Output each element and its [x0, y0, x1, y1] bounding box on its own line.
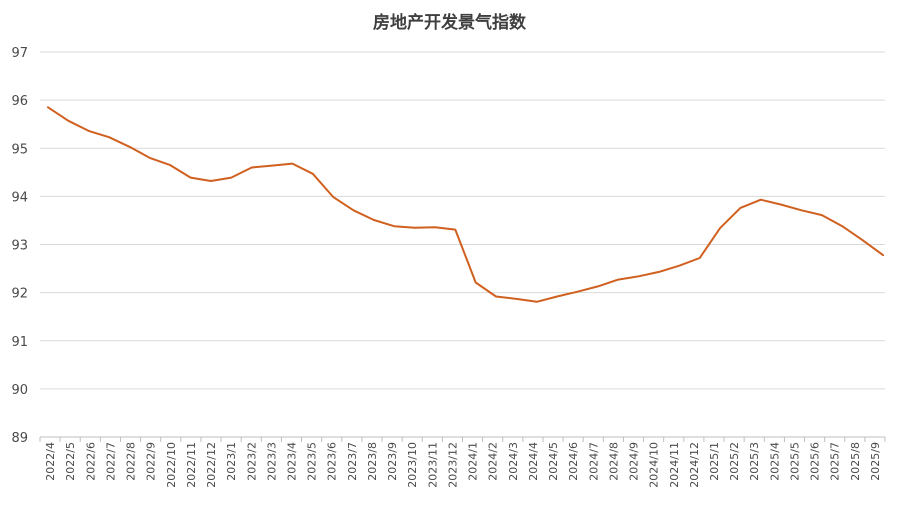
x-tick-label: 2023/11 [426, 442, 439, 488]
x-tick-label: 2023/9 [386, 442, 399, 481]
y-tick-label: 96 [11, 94, 28, 109]
x-tick-label: 2024/5 [547, 442, 560, 481]
x-tick-label: 2024/7 [587, 442, 600, 481]
x-tick-label: 2024/10 [648, 442, 661, 488]
x-tick-label: 2025/5 [788, 442, 801, 481]
chart-title: 房地产开发景气指数 [373, 13, 526, 33]
x-tick-label: 2025/4 [768, 442, 781, 481]
y-tick-label: 95 [11, 142, 28, 157]
y-tick-label: 97 [11, 46, 28, 61]
x-tick-label: 2024/2 [487, 442, 500, 481]
x-tick-label: 2023/4 [285, 442, 298, 481]
x-tick-label: 2023/1 [225, 442, 238, 481]
axes [39, 436, 886, 442]
y-tick-label: 91 [11, 335, 28, 350]
x-tick-label: 2023/5 [306, 442, 319, 481]
y-tick-label: 92 [11, 287, 28, 302]
x-tick-label: 2025/9 [869, 442, 882, 481]
x-tick-label: 2022/12 [205, 442, 218, 488]
x-tick-label: 2023/7 [346, 442, 359, 481]
x-tick-label: 2023/10 [406, 442, 419, 488]
x-tick-label: 2024/3 [507, 442, 520, 481]
x-tick-label: 2023/6 [326, 442, 339, 481]
series-layer [47, 106, 884, 303]
x-tick-label: 2025/3 [748, 442, 761, 481]
y-tick-label: 89 [11, 431, 28, 446]
x-tick-label: 2022/7 [104, 442, 117, 481]
x-tick-label: 2022/8 [125, 442, 138, 481]
y-tick-label: 90 [11, 383, 28, 398]
x-tick-label: 2022/5 [64, 442, 77, 481]
x-tick-label: 2024/8 [607, 442, 620, 481]
x-tick-label: 2022/4 [44, 442, 57, 481]
x-tick-label: 2024/4 [527, 442, 540, 481]
x-tick-label: 2025/7 [829, 442, 842, 481]
x-tick-label: 2023/12 [446, 442, 459, 488]
x-tick-label: 2022/9 [145, 442, 158, 481]
x-tick-label: 2025/6 [809, 442, 822, 481]
x-tick-label: 2025/8 [849, 442, 862, 481]
x-tick-label: 2022/10 [165, 442, 178, 488]
gridlines [40, 51, 885, 390]
series-line [47, 106, 884, 303]
x-tick-label: 2022/11 [185, 442, 198, 488]
x-tick-label: 2022/6 [84, 442, 97, 481]
y-tick-label: 94 [11, 190, 28, 205]
x-tick-label: 2025/1 [708, 442, 721, 481]
x-tick-label: 2023/3 [265, 442, 278, 481]
x-tick-label: 2024/1 [467, 442, 480, 481]
x-tick-label: 2023/2 [245, 442, 258, 481]
y-tick-labels: 89 90 91 92 93 94 95 96 97 [11, 46, 28, 446]
x-tick-label: 2025/2 [728, 442, 741, 481]
x-tick-label: 2023/8 [366, 442, 379, 481]
x-tick-label: 2024/9 [628, 442, 641, 481]
x-tick-label: 2024/12 [688, 442, 701, 488]
y-tick-label: 93 [11, 239, 28, 254]
x-tick-labels: 2022/4 2022/5 2022/6 2022/7 2022/8 2022/9 2022… [44, 442, 882, 488]
x-tick-label: 2024/6 [567, 442, 580, 481]
x-tick-label: 2024/11 [668, 442, 681, 488]
